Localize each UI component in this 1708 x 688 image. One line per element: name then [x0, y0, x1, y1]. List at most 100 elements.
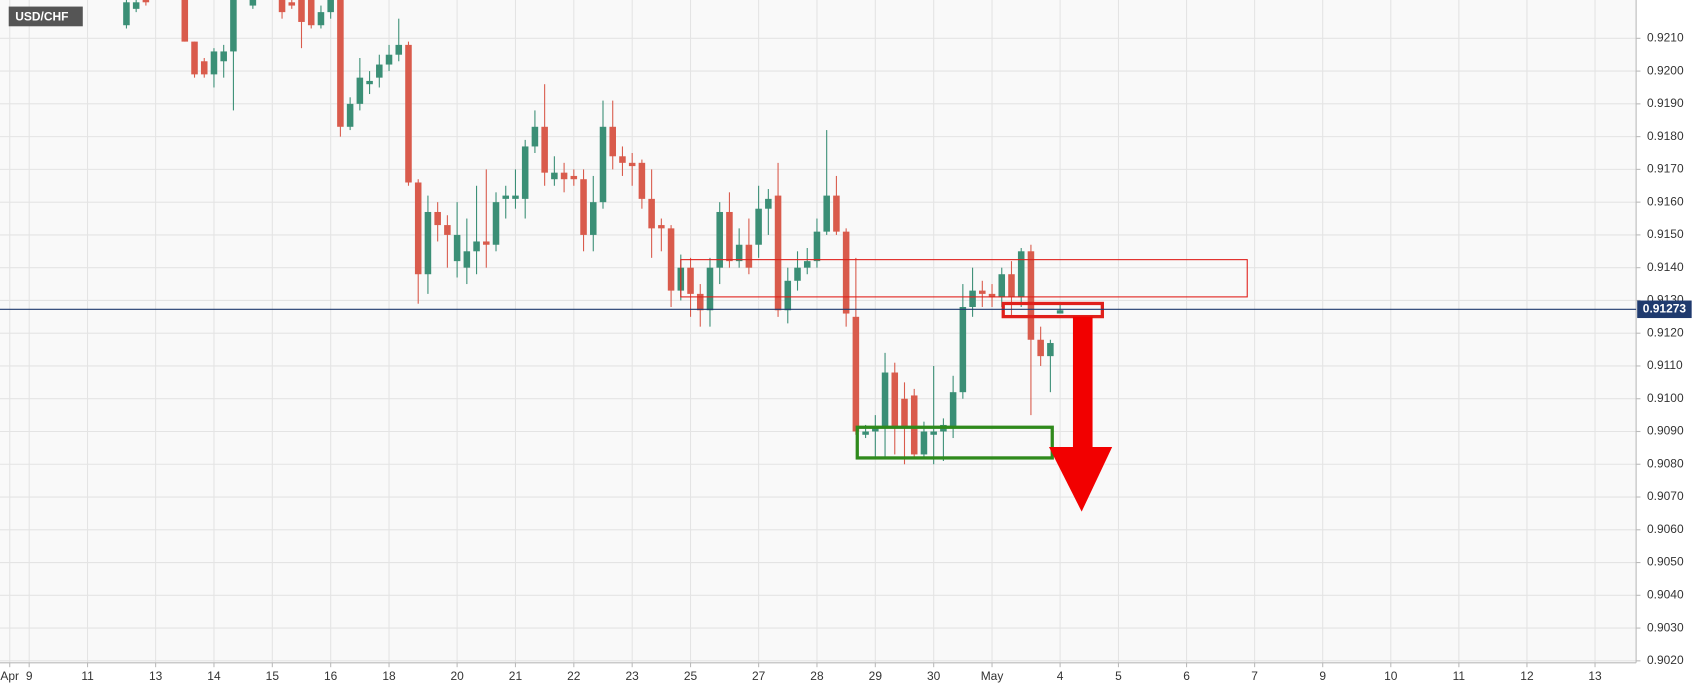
- grid: [0, 0, 1637, 663]
- candle-body: [580, 179, 587, 235]
- y-tick-label: 0.9050: [1647, 555, 1684, 569]
- candle-body: [249, 0, 257, 6]
- candle-body: [1056, 310, 1064, 314]
- candle-body: [444, 225, 451, 235]
- resistance-zone: [680, 259, 1248, 298]
- candle-body: [803, 261, 811, 268]
- y-tick-label: 0.9060: [1647, 522, 1684, 536]
- candle-body: [551, 172, 558, 180]
- y-tick-label: 0.9160: [1647, 194, 1684, 208]
- candle-body: [220, 51, 227, 62]
- candle-body: [949, 392, 957, 429]
- x-tick-label: 13: [1588, 669, 1602, 683]
- candle-body: [531, 126, 539, 147]
- candle-body: [891, 372, 899, 429]
- candle-body: [483, 241, 490, 245]
- candle-body: [609, 126, 616, 157]
- candle-body: [123, 2, 130, 26]
- candle-body: [385, 54, 393, 65]
- x-tick-label: 10: [1384, 669, 1398, 683]
- candle-body: [191, 41, 198, 75]
- y-tick-label: 0.9210: [1647, 30, 1684, 44]
- candle-body: [755, 208, 762, 245]
- last-price-label: 0.91273: [1643, 301, 1687, 315]
- x-tick-label: 18: [382, 669, 396, 683]
- candle-body: [395, 44, 403, 55]
- candle-body: [210, 51, 218, 75]
- candle-body: [638, 162, 646, 199]
- candle-body: [502, 195, 510, 199]
- candle-body: [307, 0, 315, 26]
- candle-body: [521, 146, 529, 199]
- y-tick-label: 0.9190: [1647, 96, 1684, 110]
- candle-body: [327, 0, 334, 13]
- candle-body: [541, 126, 548, 173]
- y-tick-label: 0.9100: [1647, 391, 1684, 405]
- candle-body: [181, 0, 189, 42]
- x-tick-label: 16: [324, 669, 338, 683]
- candle-body: [628, 162, 636, 167]
- last-price-box: [1637, 300, 1692, 319]
- candle-body: [356, 77, 364, 104]
- candle-body: [745, 244, 753, 268]
- x-tick-label: Apr: [0, 669, 19, 683]
- candle-body: [998, 274, 1006, 298]
- candle-body: [288, 2, 296, 6]
- x-tick-label: 23: [626, 669, 640, 683]
- candle-body: [658, 225, 665, 229]
- x-tick-label: May: [981, 669, 1004, 683]
- x-tick-label: 5: [1115, 669, 1122, 683]
- candle-body: [599, 126, 607, 203]
- y-tick-label: 0.9020: [1647, 653, 1684, 667]
- candle-body: [696, 293, 704, 311]
- candle-body: [463, 251, 471, 268]
- candle-body: [405, 44, 412, 183]
- candle-body: [842, 231, 850, 314]
- candle-body: [337, 0, 344, 127]
- candle-body: [473, 241, 480, 252]
- candle-body: [570, 175, 578, 180]
- candle-body: [424, 211, 432, 275]
- candle-body: [959, 306, 967, 393]
- candle-body: [852, 316, 860, 432]
- x-tick-label: 29: [869, 669, 883, 683]
- x-tick-label: 25: [684, 669, 698, 683]
- candle-body: [200, 61, 208, 75]
- candle-body: [619, 156, 626, 163]
- x-tick-label: 14: [207, 669, 221, 683]
- y-tick-label: 0.9080: [1647, 456, 1684, 470]
- x-tick-label: 30: [927, 669, 941, 683]
- x-tick-label: 27: [752, 669, 766, 683]
- candle-body: [872, 428, 879, 432]
- y-tick-label: 0.9170: [1647, 162, 1684, 176]
- candle-body: [813, 231, 821, 262]
- candle-body: [512, 195, 519, 199]
- y-tick-label: 0.9030: [1647, 620, 1684, 634]
- y-tick-label: 0.9070: [1647, 489, 1684, 503]
- y-tick-label: 0.9200: [1647, 63, 1684, 77]
- arrow-head: [1048, 446, 1113, 512]
- candle-body: [142, 0, 150, 3]
- candle-body: [833, 195, 840, 232]
- annotations: [680, 259, 1248, 512]
- candle-body: [453, 234, 461, 262]
- x-tick-label: 6: [1183, 669, 1190, 683]
- support-zone: [855, 425, 1054, 460]
- candle-body: [765, 198, 772, 209]
- y-tick-label: 0.9090: [1647, 424, 1684, 438]
- candle-body: [1037, 339, 1044, 357]
- candle-body: [132, 2, 140, 9]
- arrow-shaft: [1072, 316, 1093, 449]
- candle-body: [317, 12, 325, 26]
- candle-body: [492, 202, 500, 245]
- candle-body: [735, 244, 743, 262]
- x-tick-label: 9: [1319, 669, 1326, 683]
- candle-body: [774, 195, 782, 311]
- x-tick-label: 11: [1453, 669, 1466, 683]
- x-tick-label: 7: [1251, 669, 1258, 683]
- candle-body: [1047, 343, 1054, 357]
- x-tick-label: 20: [450, 669, 464, 683]
- candle-body: [414, 182, 422, 275]
- candle-body: [726, 211, 733, 262]
